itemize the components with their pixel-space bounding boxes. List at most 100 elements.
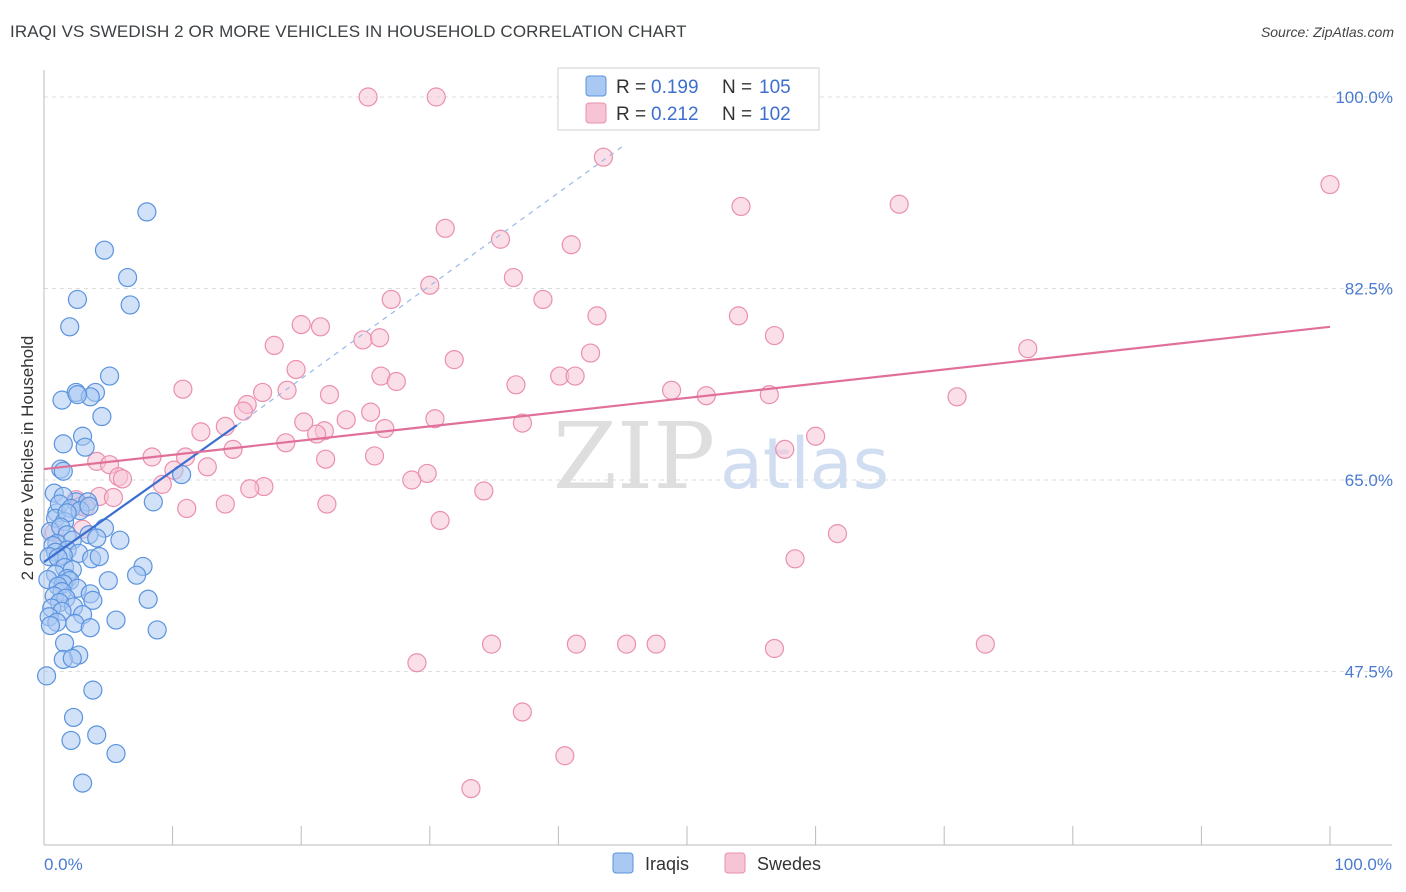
watermark-atlas: atlas [720,423,889,505]
swede-point-89 [407,653,427,673]
iraqi-point-87 [87,725,107,745]
swede-point-60 [197,457,217,477]
swede-n-label: N = [722,104,752,125]
swede-point-41 [336,410,356,430]
swede-point-17 [353,330,373,350]
iraqi-r-value: 0.199 [651,77,699,98]
iraqi-point-84 [36,666,57,686]
swede-point-91 [555,746,575,766]
iraqi-point-67 [83,590,103,610]
swede-r-label: R = [616,104,646,125]
swede-point-35 [319,385,340,405]
swede-point-88 [975,634,995,654]
swede-point-32 [661,380,682,400]
swede-point-0 [358,87,378,107]
iraqi-point-77 [40,615,61,636]
iraqi-point-79 [147,620,167,640]
swede-point-33 [173,379,193,399]
swede-point-22 [444,350,464,370]
swede-point-48 [191,422,211,442]
swede-point-4 [731,196,751,217]
iraqi-point-0 [137,202,157,222]
swede-point-39 [361,402,381,422]
swede-point-86 [646,634,666,654]
x-tick-label-100: 100.0% [1334,855,1392,874]
iraqi-point-11 [67,385,88,405]
swede-point-30 [277,380,297,400]
iraqi-point-31 [79,496,99,516]
swede-point-27 [565,366,585,386]
swede-point-85 [616,634,637,654]
swede-point-1 [426,87,446,107]
iraqis-legend-label: Iraqis [645,854,689,874]
iraqi-n-value: 105 [759,77,791,98]
swede-point-23 [1018,339,1038,359]
iraqi-point-86 [63,707,84,728]
iraqi-point-41 [110,530,130,550]
swede-point-42 [294,412,314,432]
iraqi-point-12 [92,406,112,427]
swede-point-87 [764,638,785,659]
iraqi-point-85 [83,680,103,700]
iraqi-swatch [585,75,607,97]
iraqi-point-56 [126,565,147,585]
swede-point-40 [233,401,253,421]
swede-point-53 [775,439,795,459]
iraqi-point-83 [62,648,82,668]
swede-point-8 [561,235,581,255]
swede-point-28 [386,371,406,392]
swede-point-76 [317,494,337,514]
iraqi-point-48 [89,546,109,567]
stats-legend: R = 0.199 N = 105 R = 0.212 N = 102 [557,67,820,131]
y-tick-label-65: 65.0% [1345,471,1393,490]
swede-point-43 [425,409,445,429]
swede-n-value: 102 [759,104,791,125]
swede-point-37 [947,387,967,407]
iraqi-point-78 [80,618,100,638]
iraqis-legend-swatch [612,852,634,874]
swede-point-81 [785,549,805,569]
swede-trend-line [43,325,1331,471]
watermark-zip: ZIP [553,403,715,510]
y-axis-title: 2 or more Vehicles in Household [18,336,37,581]
swede-point-15 [291,315,311,335]
swede-point-71 [103,487,124,508]
swede-point-78 [430,510,450,531]
x-axis-ticks [43,826,1331,845]
y-tick-label-82.5: 82.5% [1345,280,1393,299]
swede-point-80 [827,524,848,544]
iraqi-point-57 [98,571,118,591]
swede-point-2 [593,147,614,167]
swede-point-24 [286,359,306,380]
swede-point-11 [381,289,401,310]
swede-point-12 [533,289,553,310]
x-tick-label-0: 0.0% [44,855,83,874]
iraqi-point-24 [143,492,163,512]
swede-point-90 [512,702,532,722]
swede-point-84 [566,634,587,654]
iraqi-point-14 [53,434,73,454]
swede-point-16 [310,317,331,337]
swede-point-57 [364,446,385,466]
iraqi-point-2 [117,267,138,288]
swede-point-47 [375,418,395,439]
swede-point-44 [512,413,532,433]
iraqi-point-89 [106,743,126,764]
swede-point-56 [316,449,336,469]
swede-point-7 [490,229,511,249]
iraqi-point-74 [106,610,126,630]
swede-point-74 [177,498,197,519]
gridlines [44,96,1392,672]
watermark: ZIP atlas [553,403,889,510]
iraqi-n-label: N = [722,77,752,98]
swede-point-64 [402,470,422,490]
y-tick-label-100: 100.0% [1335,88,1393,107]
chart-title: IRAQI VS SWEDISH 2 OR MORE VEHICLES IN H… [10,22,687,41]
swede-point-14 [587,306,607,326]
series-legend: Iraqis Swedes [612,852,821,874]
swede-point-6 [435,218,455,238]
iraqi-point-66 [138,589,158,609]
swede-point-29 [506,375,526,395]
iraqi-point-1 [94,240,115,260]
